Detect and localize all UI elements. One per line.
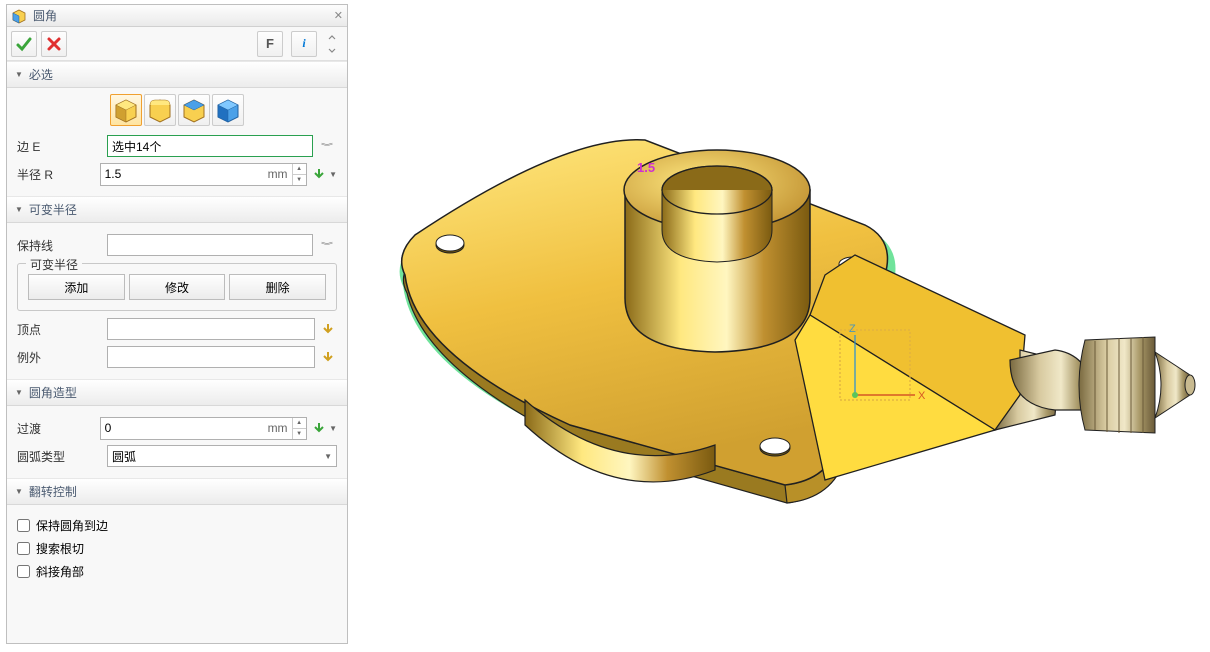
cancel-button[interactable] xyxy=(41,31,67,57)
search-root-checkbox[interactable]: 搜索根切 xyxy=(17,540,337,557)
transition-input-wrap: mm ▲▼ xyxy=(100,417,307,440)
section-variable-body: 保持线 ︾ 可变半径 添加 修改 删除 顶点 例外 xyxy=(7,223,347,379)
variable-legend: 可变半径 xyxy=(26,256,82,273)
vertex-input[interactable] xyxy=(107,318,315,340)
radius-dropdown-icon[interactable]: ▼ xyxy=(329,170,337,179)
miter-corner-checkbox[interactable]: 斜接角部 xyxy=(17,563,337,580)
section-required[interactable]: 必选 xyxy=(7,61,347,88)
vertex-action-icon[interactable] xyxy=(319,322,337,336)
transition-apply-icon[interactable] xyxy=(311,421,328,435)
radius-input-wrap: mm ▲▼ xyxy=(100,163,307,186)
keepline-input[interactable] xyxy=(107,234,313,256)
viewport-3d[interactable]: X Z 1.5 xyxy=(355,0,1210,649)
keepline-expand-icon[interactable]: ︾ xyxy=(317,238,337,251)
section-required-body: 边 E ︾ 半径 R mm ▲▼ ▼ xyxy=(7,88,347,196)
radius-unit: mm xyxy=(264,164,292,185)
transition-dropdown-icon[interactable]: ▼ xyxy=(329,424,337,433)
transition-label: 过渡 xyxy=(17,420,100,437)
titlebar: 圆角 ✕ xyxy=(7,5,347,27)
edge-expand-icon[interactable]: ︾ xyxy=(317,139,337,152)
axis-x-label: X xyxy=(918,390,926,402)
panel-title: 圆角 xyxy=(33,7,57,24)
fillet-type-4-icon[interactable] xyxy=(212,94,244,126)
modify-button[interactable]: 修改 xyxy=(129,274,226,300)
transition-spinner[interactable]: ▲▼ xyxy=(292,418,306,439)
arctype-select[interactable]: 圆弧 xyxy=(107,445,337,467)
section-shape-body: 过渡 mm ▲▼ ▼ 圆弧类型 圆弧 xyxy=(7,406,347,478)
section-variable[interactable]: 可变半径 xyxy=(7,196,347,223)
transition-input[interactable] xyxy=(101,418,264,439)
info-button[interactable]: i xyxy=(291,31,317,57)
section-flip-body: 保持圆角到边 搜索根切 斜接角部 xyxy=(7,505,347,592)
fillet-type-row xyxy=(17,94,337,126)
panel-toolbar: F i xyxy=(7,27,347,61)
edge-input[interactable] xyxy=(107,135,313,157)
collapse-icon[interactable] xyxy=(325,31,339,57)
f-button[interactable]: F xyxy=(257,31,283,57)
radius-spinner[interactable]: ▲▼ xyxy=(292,164,306,185)
property-panel: 圆角 ✕ F i 必选 xyxy=(6,4,348,644)
section-flip[interactable]: 翻转控制 xyxy=(7,478,347,505)
ok-button[interactable] xyxy=(11,31,37,57)
variable-fieldset: 可变半径 添加 修改 删除 xyxy=(17,263,337,311)
fillet-type-2-icon[interactable] xyxy=(144,94,176,126)
vertex-label: 顶点 xyxy=(17,321,107,338)
close-icon[interactable]: ✕ xyxy=(334,9,343,22)
keepline-label: 保持线 xyxy=(17,237,107,254)
except-label: 例外 xyxy=(17,349,107,366)
fillet-feature-icon xyxy=(11,8,27,24)
transition-unit: mm xyxy=(264,418,292,439)
keep-edge-checkbox[interactable]: 保持圆角到边 xyxy=(17,517,337,534)
fillet-type-3-icon[interactable] xyxy=(178,94,210,126)
radius-label: 半径 R xyxy=(17,166,100,183)
except-input[interactable] xyxy=(107,346,315,368)
dimension-annotation: 1.5 xyxy=(637,160,655,175)
radius-input[interactable] xyxy=(101,164,264,185)
add-button[interactable]: 添加 xyxy=(28,274,125,300)
edge-label: 边 E xyxy=(17,138,107,155)
except-action-icon[interactable] xyxy=(319,350,337,364)
radius-apply-icon[interactable] xyxy=(311,167,328,181)
arctype-label: 圆弧类型 xyxy=(17,448,107,465)
fillet-type-1-icon[interactable] xyxy=(110,94,142,126)
section-shape[interactable]: 圆角造型 xyxy=(7,379,347,406)
delete-button[interactable]: 删除 xyxy=(229,274,326,300)
axis-z-label: Z xyxy=(849,323,856,335)
